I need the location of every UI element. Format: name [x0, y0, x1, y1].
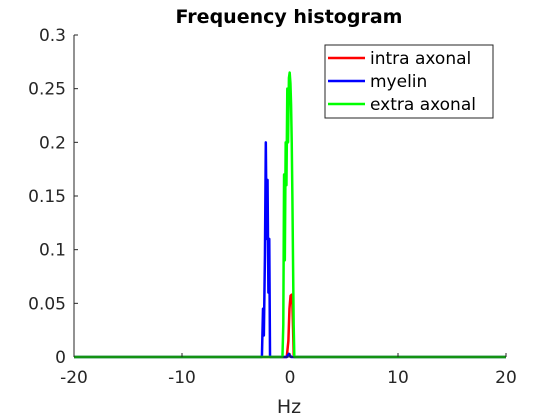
legend-entry-label: intra axonal [370, 49, 471, 69]
legend-entry-label: extra axonal [370, 95, 476, 115]
series-line-myelin [74, 141, 506, 359]
y-tick-label: 0.2 [39, 133, 66, 153]
x-tick-label: 0 [285, 368, 296, 388]
legend-entry-label: myelin [370, 72, 427, 92]
legend: intra axonal myelin extra axonal [324, 44, 494, 119]
y-tick-label: 0 [55, 348, 66, 368]
series-line-extra-axonal [74, 71, 506, 359]
y-tick-label: 0.05 [28, 294, 66, 314]
y-tick-label: 0.1 [39, 241, 66, 261]
x-tick-label: 10 [387, 368, 409, 388]
axes: -20 -10 0 10 20 0 0.05 0.1 0.15 0.2 0.25 0.3 [28, 26, 517, 388]
y-tick-label: 0.15 [28, 187, 66, 207]
x-tick-label: -20 [60, 368, 88, 388]
plot-area [74, 71, 506, 359]
chart-title: Frequency histogram [176, 6, 403, 28]
series-line-intra-axonal [74, 293, 506, 359]
x-axis-label: Hz [277, 396, 301, 418]
y-tick-label: 0.3 [39, 26, 66, 46]
x-tick-label: -10 [168, 368, 196, 388]
y-tick-label: 0.25 [28, 80, 66, 100]
x-tick-label: 20 [495, 368, 517, 388]
